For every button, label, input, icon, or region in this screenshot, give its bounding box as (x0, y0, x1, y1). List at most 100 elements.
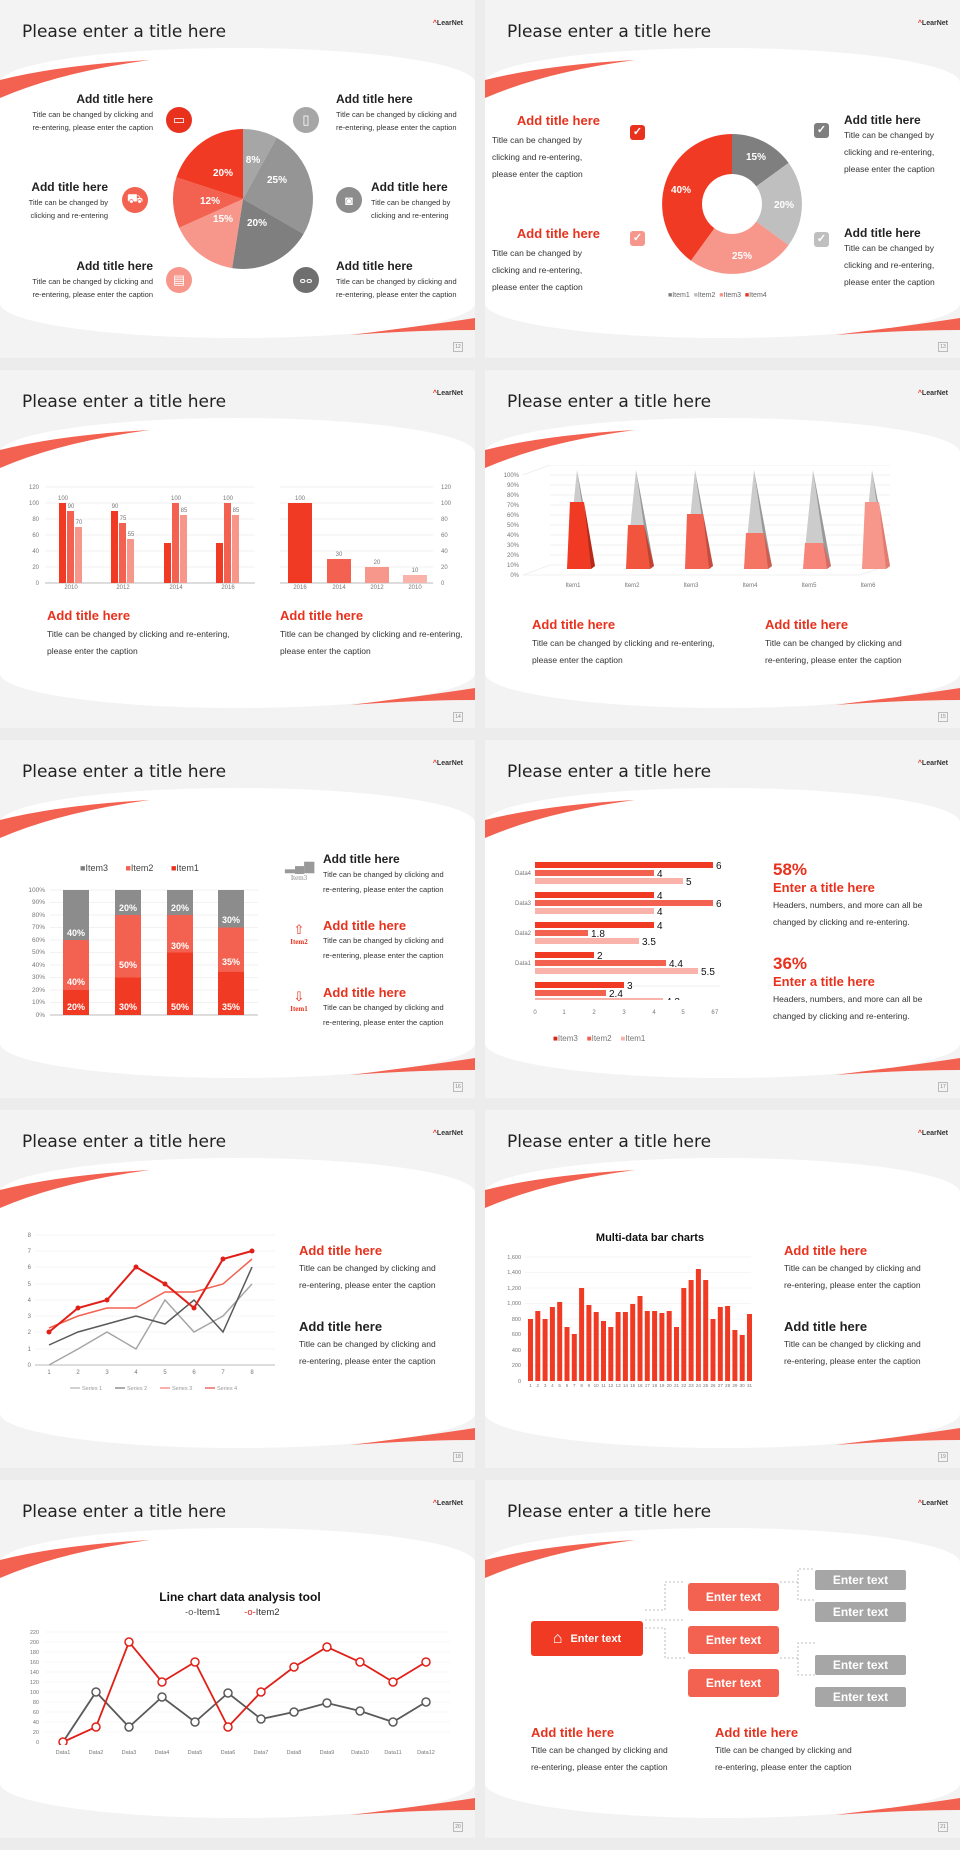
svg-text:5: 5 (681, 1010, 685, 1016)
svg-text:100: 100 (171, 496, 182, 502)
leaf-node[interactable]: Enter text (815, 1570, 906, 1590)
slide-background (0, 1528, 475, 1818)
item-title: Add title here (299, 1243, 383, 1258)
slide-15[interactable]: Please enter a title here ^LearNet 15 0%… (485, 370, 960, 728)
svg-text:3: 3 (544, 1383, 547, 1387)
svg-text:22: 22 (681, 1383, 687, 1387)
svg-text:Item1: Item1 (565, 583, 581, 589)
svg-text:10: 10 (594, 1383, 600, 1387)
item-title: Add title here (516, 226, 600, 241)
svg-text:35%: 35% (222, 1002, 240, 1012)
svg-text:2: 2 (76, 1370, 80, 1376)
mid-node[interactable]: Enter text (688, 1669, 779, 1697)
svg-text:1,400: 1,400 (507, 1270, 521, 1276)
checkbox-icon[interactable]: ✓ (814, 123, 829, 138)
checkbox-icon[interactable]: ✓ (630, 125, 645, 140)
svg-text:100: 100 (29, 501, 40, 507)
slide-13[interactable]: Please enter a title here ^LearNet 13 Ad… (485, 0, 960, 358)
svg-text:90%: 90% (507, 483, 520, 489)
svg-text:1,600: 1,600 (507, 1255, 521, 1261)
leaf-node[interactable]: Enter text (815, 1602, 906, 1622)
svg-text:26: 26 (710, 1383, 716, 1387)
svg-text:3.5: 3.5 (642, 937, 656, 948)
slide-20[interactable]: Please enter a title here ^LearNet 20 Li… (0, 1480, 475, 1838)
leaf-node[interactable]: Enter text (815, 1655, 906, 1675)
pie-chart: 8% 25% 20% 15% 12% 20% (173, 129, 313, 269)
download-icon: ⇩ (293, 989, 305, 1004)
svg-text:25%: 25% (732, 251, 752, 262)
svg-text:30%: 30% (171, 941, 189, 951)
caption: re-entering, please enter the caption (784, 1356, 921, 1366)
svg-text:60%: 60% (32, 937, 45, 944)
svg-text:Data9: Data9 (320, 1750, 335, 1756)
svg-text:200: 200 (30, 1640, 39, 1646)
checkbox-icon[interactable]: ✓ (814, 232, 829, 247)
svg-text:100%: 100% (504, 473, 520, 479)
svg-text:100%: 100% (28, 887, 45, 894)
svg-text:Data7: Data7 (254, 1750, 269, 1756)
svg-text:40: 40 (441, 549, 448, 555)
svg-text:15%: 15% (746, 152, 766, 163)
slide-19[interactable]: Please enter a title here ^LearNet 19 Mu… (485, 1110, 960, 1468)
car-icon: ⛟ (122, 187, 148, 213)
svg-text:Item5: Item5 (801, 583, 817, 589)
mid-node[interactable]: Enter text (688, 1583, 779, 1611)
multi-line-chart: 0 1 2 3 4 5 6 7 8 (28, 1233, 275, 1367)
caption: please enter the caption (532, 655, 623, 665)
page-number: 19 (938, 1452, 948, 1462)
caption: Title can be changed by (492, 135, 582, 145)
caption: Title can be changed by clicking and re-… (280, 629, 463, 639)
x-axis: 0 1 2 3 4 5 6 (533, 1010, 715, 1016)
svg-text:40: 40 (33, 1720, 39, 1726)
svg-text:20: 20 (441, 565, 448, 571)
logo: ^LearNet (917, 390, 948, 397)
svg-text:120: 120 (441, 485, 452, 491)
svg-text:50%: 50% (32, 949, 45, 956)
caption: Title can be changed by clicking and (323, 1003, 444, 1012)
svg-text:Series 2: Series 2 (127, 1386, 147, 1392)
svg-text:70: 70 (76, 520, 83, 526)
caption: Title can be changed by (844, 130, 934, 140)
checkbox-icon[interactable]: ✓ (630, 231, 645, 246)
hbar-legend: ■Item3 ■Item2 ■Item1 (553, 1034, 646, 1043)
slide-14[interactable]: Please enter a title here ^LearNet 14 0 2… (0, 370, 475, 728)
slide-16[interactable]: Please enter a title here ^LearNet 16 ■I… (0, 740, 475, 1098)
mid-node[interactable]: Enter text (688, 1626, 779, 1654)
caption: re-entering, please enter the caption (323, 885, 444, 894)
svg-text:20%: 20% (213, 168, 233, 179)
caption: please enter the caption (844, 164, 935, 174)
slide-title: Please enter a title here (22, 762, 227, 782)
logo: ^LearNet (432, 390, 463, 397)
stat-value: 36% (773, 954, 808, 973)
slide-12[interactable]: Please enter a title here ^LearNet 12 Ad… (0, 0, 475, 358)
svg-text:2012: 2012 (116, 585, 130, 590)
svg-text:30%: 30% (32, 974, 45, 981)
item-title: Add title here (532, 617, 616, 632)
slide-21[interactable]: Please enter a title here ^LearNet 21 ⌂ E… (485, 1480, 960, 1838)
svg-text:20%: 20% (247, 218, 267, 229)
caption: please enter the caption (844, 277, 935, 287)
page-number: 15 (938, 712, 948, 722)
svg-text:5: 5 (686, 877, 692, 888)
svg-text:7: 7 (28, 1249, 32, 1255)
page-number: 17 (938, 1082, 948, 1092)
svg-text:1,200: 1,200 (507, 1286, 521, 1292)
horizontal-bar-chart: 6 4 5 4 6 4 4 1.8 3.5 2 4.4 5.5 3 2.4 4.3 Data4 Dat… (515, 860, 722, 1000)
caption: Title can be changed by clicking and (784, 1263, 921, 1273)
caption: clicking and re-entering (371, 211, 449, 220)
svg-text:2.4: 2.4 (609, 989, 623, 1000)
svg-text:2016: 2016 (293, 585, 307, 590)
root-node[interactable]: ⌂ Enter text (531, 1621, 643, 1656)
item-title: Add title here (323, 918, 407, 933)
svg-text:100: 100 (441, 501, 452, 507)
svg-text:20%: 20% (67, 1002, 85, 1012)
leaf-node[interactable]: Enter text (815, 1687, 906, 1707)
svg-text:2016: 2016 (221, 585, 235, 590)
svg-text:16: 16 (637, 1383, 643, 1387)
caption: re-entering, please enter the caption (299, 1356, 436, 1366)
svg-text:2: 2 (592, 1010, 596, 1016)
svg-text:0%: 0% (36, 1012, 46, 1019)
caption: Title can be changed by clicking and (32, 110, 153, 119)
